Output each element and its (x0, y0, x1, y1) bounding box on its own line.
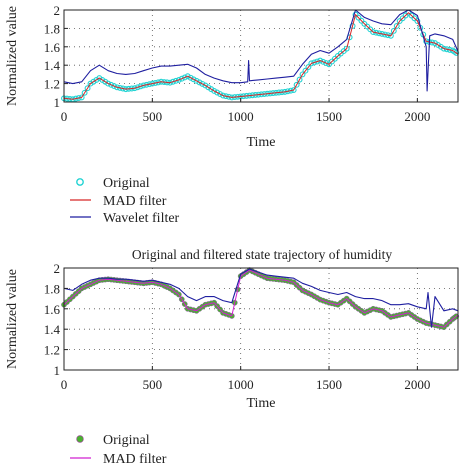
legend-item-mad-humidity: MAD filter (70, 452, 167, 467)
y-tick-label: 1.8 (44, 21, 60, 36)
legend-item-original: Original (76, 176, 150, 191)
bottom-chart-title: Original and filtered state trajectory o… (132, 247, 392, 262)
data-point (140, 82, 147, 89)
data-point (323, 60, 330, 67)
x-tick-label: 1000 (228, 109, 254, 124)
data-point (446, 46, 453, 53)
data-point (214, 89, 221, 96)
data-point (134, 84, 141, 91)
data-point (111, 83, 118, 90)
y-tick-label: 1.2 (44, 343, 60, 358)
legend-marker-original-humidity (76, 435, 84, 443)
data-point (81, 89, 88, 96)
data-point (108, 81, 115, 88)
data-point (302, 67, 309, 74)
legend-label-mad: MAD filter (103, 194, 167, 209)
series-line-mad-filter (63, 269, 459, 328)
y-tick-label: 1.6 (44, 302, 61, 317)
y-tick-label: 2 (54, 3, 61, 18)
series-line-unlabeled (63, 268, 459, 328)
data-point (105, 80, 112, 87)
data-point (187, 74, 194, 81)
x-tick-label: 1500 (316, 109, 342, 124)
legend-label-original: Original (103, 176, 150, 191)
y-tick-label: 1.4 (44, 58, 61, 73)
y-tick-label: 1.2 (44, 77, 60, 92)
data-point (352, 11, 359, 18)
data-point (317, 57, 324, 64)
data-point (193, 77, 200, 84)
plot-frame (63, 9, 459, 103)
x-axis-label: Time (246, 396, 275, 411)
legend-item-original-humidity: Original (76, 433, 150, 448)
data-point (220, 92, 226, 99)
y-tick-label: 1 (54, 95, 61, 110)
data-point (358, 17, 365, 24)
top-legend: Original MAD filter Wavelet filter (70, 176, 180, 226)
data-point (299, 71, 306, 78)
x-tick-label: 1000 (228, 377, 254, 392)
data-point (184, 73, 191, 80)
data-point (305, 64, 312, 70)
x-axis-label: Time (246, 135, 275, 150)
data-point (355, 14, 362, 21)
series-line-wavelet-filter (63, 9, 459, 92)
data-point (423, 38, 430, 45)
y-tick-label: 1.8 (44, 281, 60, 296)
y-axis-label: Normalized value (5, 6, 20, 106)
data-point (199, 80, 206, 87)
data-point (172, 77, 179, 84)
x-tick-label: 1500 (316, 377, 342, 392)
y-tick-label: 1.4 (44, 322, 61, 337)
data-point (190, 76, 197, 83)
data-point (181, 74, 188, 81)
x-tick-label: 500 (143, 109, 163, 124)
data-point (453, 49, 460, 56)
data-point (390, 27, 397, 34)
series-line-mad-filter (63, 12, 459, 100)
data-point (114, 84, 120, 91)
data-point (314, 58, 321, 65)
data-point (296, 76, 303, 83)
bottom-legend: Original MAD filter (70, 433, 167, 467)
data-point (414, 18, 421, 24)
y-tick-label: 1 (54, 363, 61, 378)
data-point (311, 59, 318, 66)
y-tick-label: 1.6 (44, 40, 61, 55)
data-point (217, 91, 224, 97)
legend-label-mad-humidity: MAD filter (103, 452, 167, 467)
x-tick-label: 0 (61, 109, 68, 124)
data-point (175, 76, 182, 83)
x-tick-label: 2000 (404, 377, 430, 392)
data-point (293, 81, 300, 88)
data-point (211, 88, 218, 94)
data-point (178, 75, 185, 82)
top-plot: 0 500 1000 1500 2000 1 1.2 1.4 1.6 1.8 2 Time Normal… (5, 3, 460, 150)
y-axis-label: Normalized value (5, 269, 20, 369)
data-point (196, 79, 203, 86)
legend-marker-original (76, 178, 84, 186)
bottom-plot: 0 500 1000 1500 2000 1 1.2 1.4 1.6 1.8 2 Time Normal… (5, 261, 460, 411)
series-markers-original (61, 267, 460, 331)
data-point (137, 83, 144, 90)
legend-item-wavelet: Wavelet filter (70, 211, 180, 226)
data-point (343, 45, 350, 52)
data-point (393, 22, 400, 29)
x-tick-label: 0 (61, 377, 68, 392)
data-point (170, 78, 176, 85)
legend-label-wavelet: Wavelet filter (103, 211, 180, 226)
y-tick-label: 2 (54, 261, 61, 276)
x-tick-label: 2000 (404, 109, 430, 124)
data-point (84, 85, 91, 92)
legend-item-mad: MAD filter (70, 194, 167, 209)
legend-label-original-humidity: Original (103, 433, 150, 448)
data-point (382, 31, 388, 38)
plot-frame (63, 267, 459, 371)
data-point (308, 60, 315, 67)
data-point (320, 58, 327, 65)
x-tick-label: 500 (143, 377, 163, 392)
